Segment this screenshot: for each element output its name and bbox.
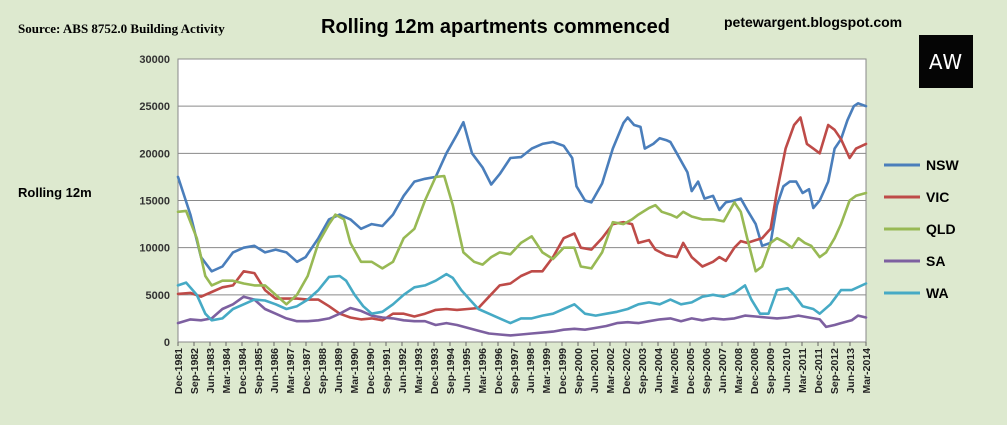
x-tick-label: Sep-2003 <box>637 348 649 394</box>
aw-logo-text: AW <box>929 50 963 74</box>
x-tick-label: Dec-2008 <box>749 348 761 394</box>
x-tick-label: Jun-2001 <box>589 348 601 394</box>
x-tick-label: Sep-1994 <box>445 348 457 394</box>
legend: NSW VIC QLD SA WA <box>884 157 959 301</box>
x-tick-label: Mar-2002 <box>605 348 617 394</box>
x-tick-label: Mar-1990 <box>349 348 361 394</box>
x-tick-label: Mar-2011 <box>797 348 809 393</box>
x-tick-label: Sep-1991 <box>381 348 393 394</box>
x-tick-label: Jun-1989 <box>333 348 345 394</box>
x-tick-label: Mar-2014 <box>861 348 873 394</box>
legend-label-qld: QLD <box>926 221 956 237</box>
x-tick-label: Dec-1990 <box>365 348 377 394</box>
x-tick-label: Jun-2013 <box>845 348 857 394</box>
y-tick-label: 10000 <box>139 243 170 255</box>
x-tick-label: Jun-1995 <box>461 348 473 394</box>
legend-label-wa: WA <box>926 285 949 301</box>
source-note: Source: ABS 8752.0 Building Activity <box>18 21 225 36</box>
x-tick-label: Sep-2000 <box>573 348 585 394</box>
x-tick-label: Mar-1987 <box>285 348 297 394</box>
legend-label-vic: VIC <box>926 189 949 205</box>
y-tick-label: 15000 <box>139 196 170 208</box>
aw-logo-box <box>919 35 973 88</box>
x-tick-label: Sep-2009 <box>765 348 777 394</box>
y-axis-label: Rolling 12m <box>18 185 92 200</box>
series-line-qld <box>176 174 868 306</box>
y-tick-label: 30000 <box>139 54 170 66</box>
y-tick-label: 0 <box>164 337 170 349</box>
x-tick-label: Mar-1996 <box>477 348 489 394</box>
x-tick-label: Jun-1992 <box>397 348 409 394</box>
series-line-sa <box>176 295 868 337</box>
x-tick-label: Jun-1986 <box>269 348 281 394</box>
x-tick-label: Dec-1987 <box>301 348 313 394</box>
x-tick-label: Jun-2004 <box>653 348 665 394</box>
x-tick-label: Mar-1999 <box>541 348 553 394</box>
x-tick-label: Jun-2010 <box>781 348 793 394</box>
series-line-wa <box>176 272 868 325</box>
x-tick-label: Dec-1993 <box>429 348 441 394</box>
x-tick-label: Sep-2006 <box>701 348 713 394</box>
chart-title: Rolling 12m apartments commenced <box>321 16 670 38</box>
x-tick-label: Dec-2011 <box>813 348 825 394</box>
x-tick-label: Sep-1988 <box>317 348 329 394</box>
blog-url: petewargent.blogspot.com <box>724 14 902 30</box>
x-tick-label: Mar-2005 <box>669 348 681 394</box>
aw-logo: AW <box>919 35 973 88</box>
x-tick-label: Jun-1998 <box>525 348 537 394</box>
x-tick-label: Mar-2008 <box>733 348 745 394</box>
x-tick-label: Sep-1982 <box>189 348 201 394</box>
legend-label-nsw: NSW <box>926 157 959 173</box>
x-tick-label: Sep-2012 <box>829 348 841 394</box>
x-tick-label: Sep-1997 <box>509 348 521 394</box>
y-tick-label: 25000 <box>139 101 170 113</box>
x-tick-label: Sep-1985 <box>253 348 265 394</box>
x-tick-label: Dec-2002 <box>621 348 633 394</box>
y-tick-label: 20000 <box>139 148 170 160</box>
y-tick-label: 5000 <box>146 290 170 302</box>
x-tick-label: Dec-1999 <box>557 348 569 394</box>
x-tick-label: Dec-1981 <box>173 348 185 394</box>
series-line-nsw <box>176 102 868 273</box>
x-tick-label: Dec-1996 <box>493 348 505 394</box>
legend-label-sa: SA <box>926 253 945 269</box>
plot-area: 0 5000 10000 15000 20000 25000 30000 Dec-1981 Se… <box>139 54 873 394</box>
x-tick-label: Mar-1993 <box>413 348 425 394</box>
x-tick-label: Mar-1984 <box>221 348 233 394</box>
x-tick-label: Dec-1984 <box>237 348 249 394</box>
x-tick-label: Jun-2007 <box>717 348 729 394</box>
x-tick-label: Jun-1983 <box>205 348 217 394</box>
x-tick-label: Dec-2005 <box>685 348 697 394</box>
